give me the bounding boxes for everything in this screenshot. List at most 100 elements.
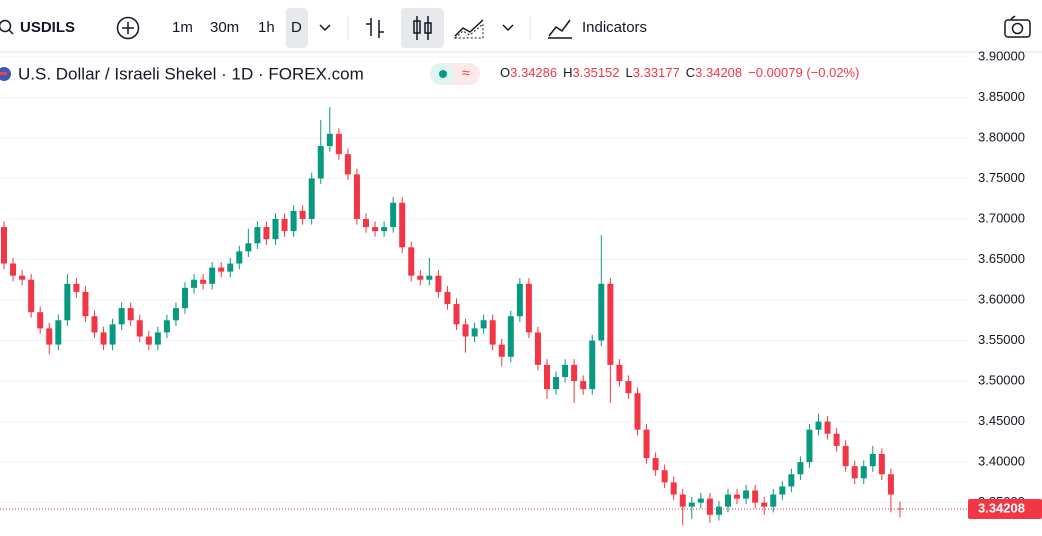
candle-body — [842, 445, 849, 467]
candle-body — [851, 466, 858, 479]
candle-body — [281, 218, 288, 232]
indicators-icon[interactable] — [548, 19, 572, 39]
candle-body — [806, 429, 813, 463]
candle-body — [426, 275, 433, 280]
candle-body — [598, 283, 605, 341]
candle-body — [308, 178, 315, 219]
last-price-box — [968, 499, 1042, 520]
toolbar — [0, 0, 1042, 52]
grid — [0, 56, 968, 504]
candle-body — [335, 133, 342, 155]
legend-low: 3.33177 — [633, 65, 680, 80]
candle-body — [688, 502, 695, 507]
candle-body — [163, 320, 170, 333]
y-tick-label: 3.60000 — [978, 291, 1025, 306]
candle-body — [815, 421, 822, 430]
candle-body — [200, 279, 207, 284]
y-tick-label: 3.85000 — [978, 89, 1025, 104]
area-style[interactable] — [453, 19, 484, 39]
candle-body — [245, 243, 252, 252]
active-interval-bg — [286, 8, 308, 48]
candle-body — [236, 251, 243, 264]
ohlc-legend: O3.34286 H3.35152 L3.33177 C3.34208 −0.00079… — [500, 65, 859, 80]
interval[interactable]: 1h — [258, 19, 275, 36]
candle-body — [896, 508, 903, 510]
candle-body — [507, 316, 514, 357]
candle-body — [118, 308, 125, 325]
candle-body — [525, 283, 532, 333]
candle-body — [444, 291, 451, 305]
candle-body — [679, 494, 686, 507]
interval[interactable]: 1m — [172, 19, 193, 36]
candle-body — [191, 279, 198, 288]
candle-body — [471, 328, 478, 337]
candle-body — [55, 320, 62, 345]
candle-body — [182, 287, 188, 309]
candle-body — [616, 364, 623, 382]
y-tick-label: 3.90000 — [978, 48, 1025, 63]
candle-body — [779, 486, 786, 495]
snapshot[interactable] — [1004, 15, 1031, 38]
legend-letter: L — [626, 65, 633, 80]
legend-close: 3.34208 — [695, 65, 742, 80]
candle-body — [227, 263, 234, 272]
candle-body — [462, 324, 469, 337]
style-menu[interactable] — [502, 24, 514, 32]
candle-body — [372, 227, 379, 232]
interval-menu[interactable] — [319, 24, 331, 32]
candle-body — [625, 381, 632, 394]
candle-body — [10, 263, 17, 276]
legend-letter: O — [500, 65, 510, 80]
y-tick-label: 3.40000 — [978, 454, 1025, 469]
candle-body — [172, 308, 179, 321]
candle-body — [91, 316, 98, 333]
candle-body — [154, 332, 161, 345]
active-style-bg — [401, 8, 444, 48]
candle-body — [37, 312, 44, 329]
legend-open: 3.34286 — [510, 65, 557, 80]
bar-style[interactable] — [366, 18, 384, 38]
candle-body — [417, 275, 424, 280]
delay-icon: ≈ — [462, 65, 470, 81]
candle-body — [453, 304, 460, 325]
interval[interactable]: D — [291, 19, 302, 36]
candle-body — [489, 320, 496, 345]
candle-body — [752, 490, 759, 503]
candle-style[interactable] — [413, 16, 432, 40]
search-icon[interactable] — [0, 19, 14, 35]
candle-body — [64, 283, 71, 321]
candle-body — [73, 283, 80, 292]
candle-body — [290, 210, 297, 232]
candle-body — [363, 218, 369, 228]
candle-body — [516, 283, 523, 317]
market-status — [439, 70, 447, 78]
candle-body — [887, 474, 894, 495]
chart-title: U.S. Dollar / Israeli Shekel · 1D · FORE… — [18, 64, 364, 83]
candle-body — [589, 340, 596, 390]
candle-body — [580, 381, 587, 390]
symbol[interactable]: USDILS — [20, 19, 75, 36]
candle-body — [706, 498, 713, 515]
candle-body — [408, 247, 415, 276]
y-tick-label: 3.50000 — [978, 372, 1025, 387]
candle-body — [498, 344, 505, 357]
candle-body — [299, 210, 306, 219]
axis-bg — [968, 53, 1042, 532]
candle-body — [272, 218, 279, 240]
candle-body — [344, 154, 351, 175]
last-price-label: 3.34208 — [978, 500, 1025, 515]
candle-body — [788, 474, 795, 487]
price-axis: 3.90000 3.85000 3.80000 3.75000 3.70000 3.650… — [968, 48, 1042, 532]
indicators[interactable]: Indicators — [582, 19, 647, 36]
y-tick-label: 3.45000 — [978, 413, 1025, 428]
interval[interactable]: 30m — [210, 19, 239, 36]
legend-high: 3.35152 — [573, 65, 620, 80]
candle-body — [399, 202, 406, 248]
candle-body — [82, 291, 89, 317]
candle-body — [263, 227, 270, 240]
candles — [0, 107, 968, 526]
add-symbol[interactable] — [116, 16, 140, 40]
candle-body — [725, 494, 731, 507]
candle-body — [869, 454, 876, 467]
